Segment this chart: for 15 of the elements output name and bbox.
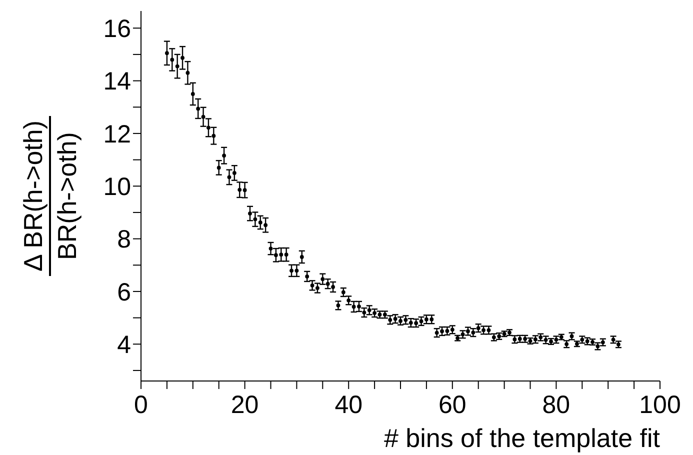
x-tick-label: 40 <box>334 390 363 419</box>
y-tick-label: 14 <box>103 68 132 96</box>
y-tick-label: 4 <box>117 331 132 360</box>
y-tick-label: 6 <box>117 278 131 306</box>
x-tick-label: 100 <box>639 390 681 419</box>
y-tick-label: 16 <box>103 14 131 43</box>
x-tick-label: 60 <box>438 390 466 419</box>
y-tick-label: 10 <box>103 173 131 201</box>
y-tick-label: 12 <box>103 120 131 148</box>
y-axis-title: Δ BR(h->oth) BR(h->oth) <box>18 120 82 272</box>
x-tick-label: 20 <box>230 390 259 419</box>
x-axis-title: # bins of the template fit <box>384 423 661 453</box>
x-tick-label: 80 <box>542 390 570 419</box>
y-tick-label: 8 <box>117 226 131 254</box>
x-tick-label: 0 <box>134 390 148 419</box>
